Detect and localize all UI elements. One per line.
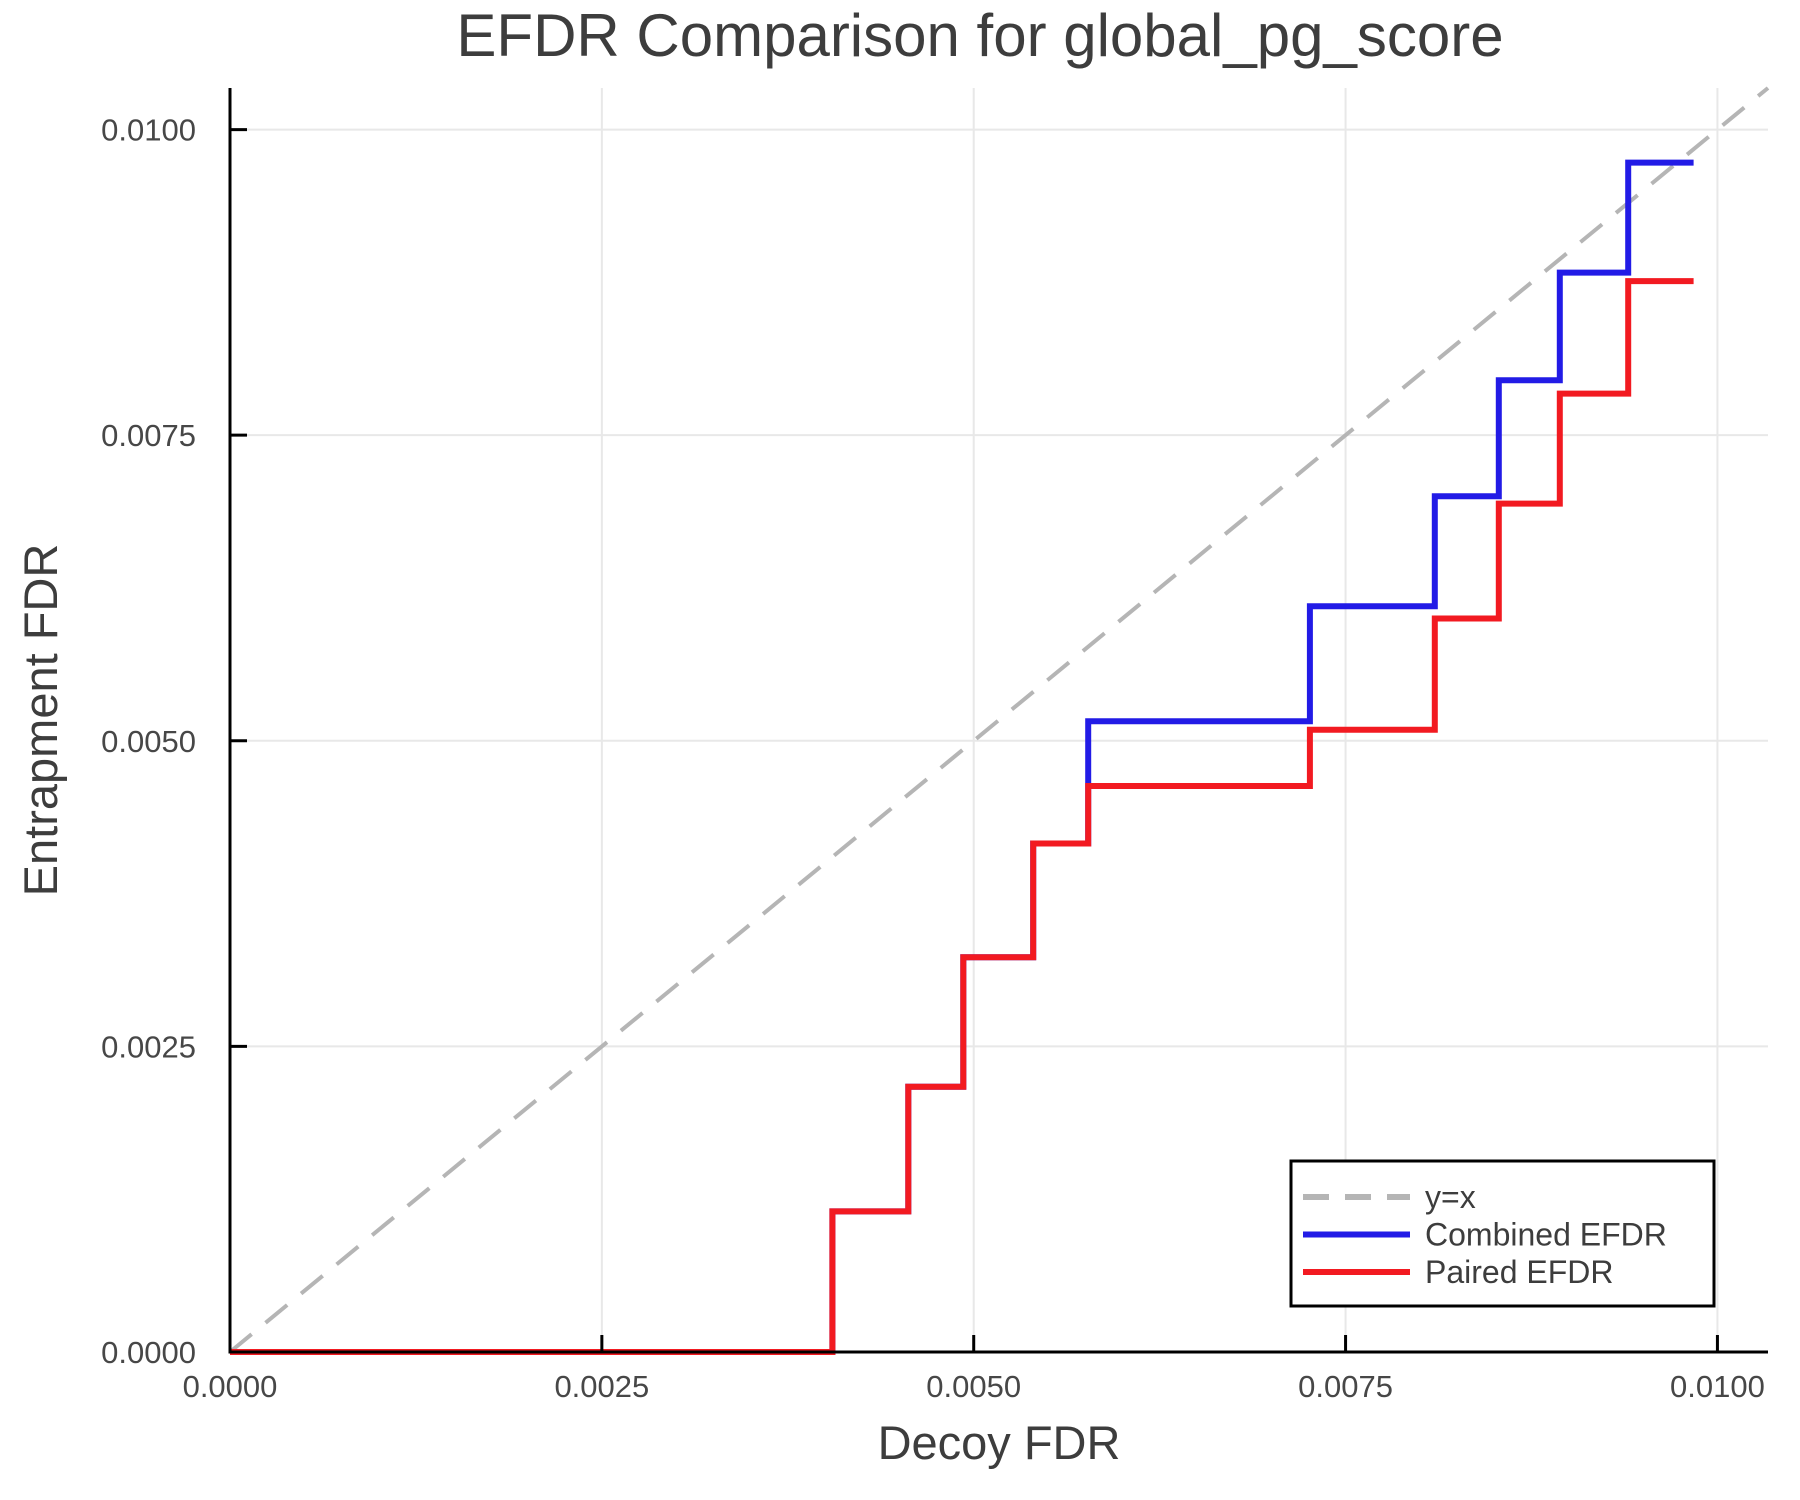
x-tick-label: 0.0000 (183, 1369, 278, 1404)
x-tick-label: 0.0050 (926, 1369, 1021, 1404)
chart-title: EFDR Comparison for global_pg_score (456, 2, 1503, 69)
x-axis-label: Decoy FDR (878, 1416, 1121, 1469)
series-layer (228, 86, 1770, 1355)
y-tick-label: 0.0050 (101, 724, 196, 759)
legend-label: Combined EFDR (1425, 1217, 1667, 1253)
tick-label-layer: 0.0000 0.0025 0.0050 0.0075 0.0100 0.0000 0.00… (101, 113, 1765, 1404)
y-tick-label: 0.0100 (101, 113, 196, 148)
legend-label: y=x (1425, 1179, 1476, 1215)
y-equals-x-line (228, 86, 1770, 1354)
y-tick-label: 0.0000 (101, 1335, 196, 1370)
series-line-paired-efdr (230, 278, 1694, 1355)
legend-label: Paired EFDR (1425, 1254, 1614, 1290)
y-tick-label: 0.0025 (101, 1029, 196, 1064)
x-tick-label: 0.0100 (1670, 1369, 1765, 1404)
axes-layer (228, 88, 1768, 1354)
x-tick-label: 0.0025 (554, 1369, 649, 1404)
x-tick-label: 0.0075 (1298, 1369, 1393, 1404)
y-axis-label: Entrapment FDR (14, 544, 67, 897)
y-tick-label: 0.0075 (101, 418, 196, 453)
